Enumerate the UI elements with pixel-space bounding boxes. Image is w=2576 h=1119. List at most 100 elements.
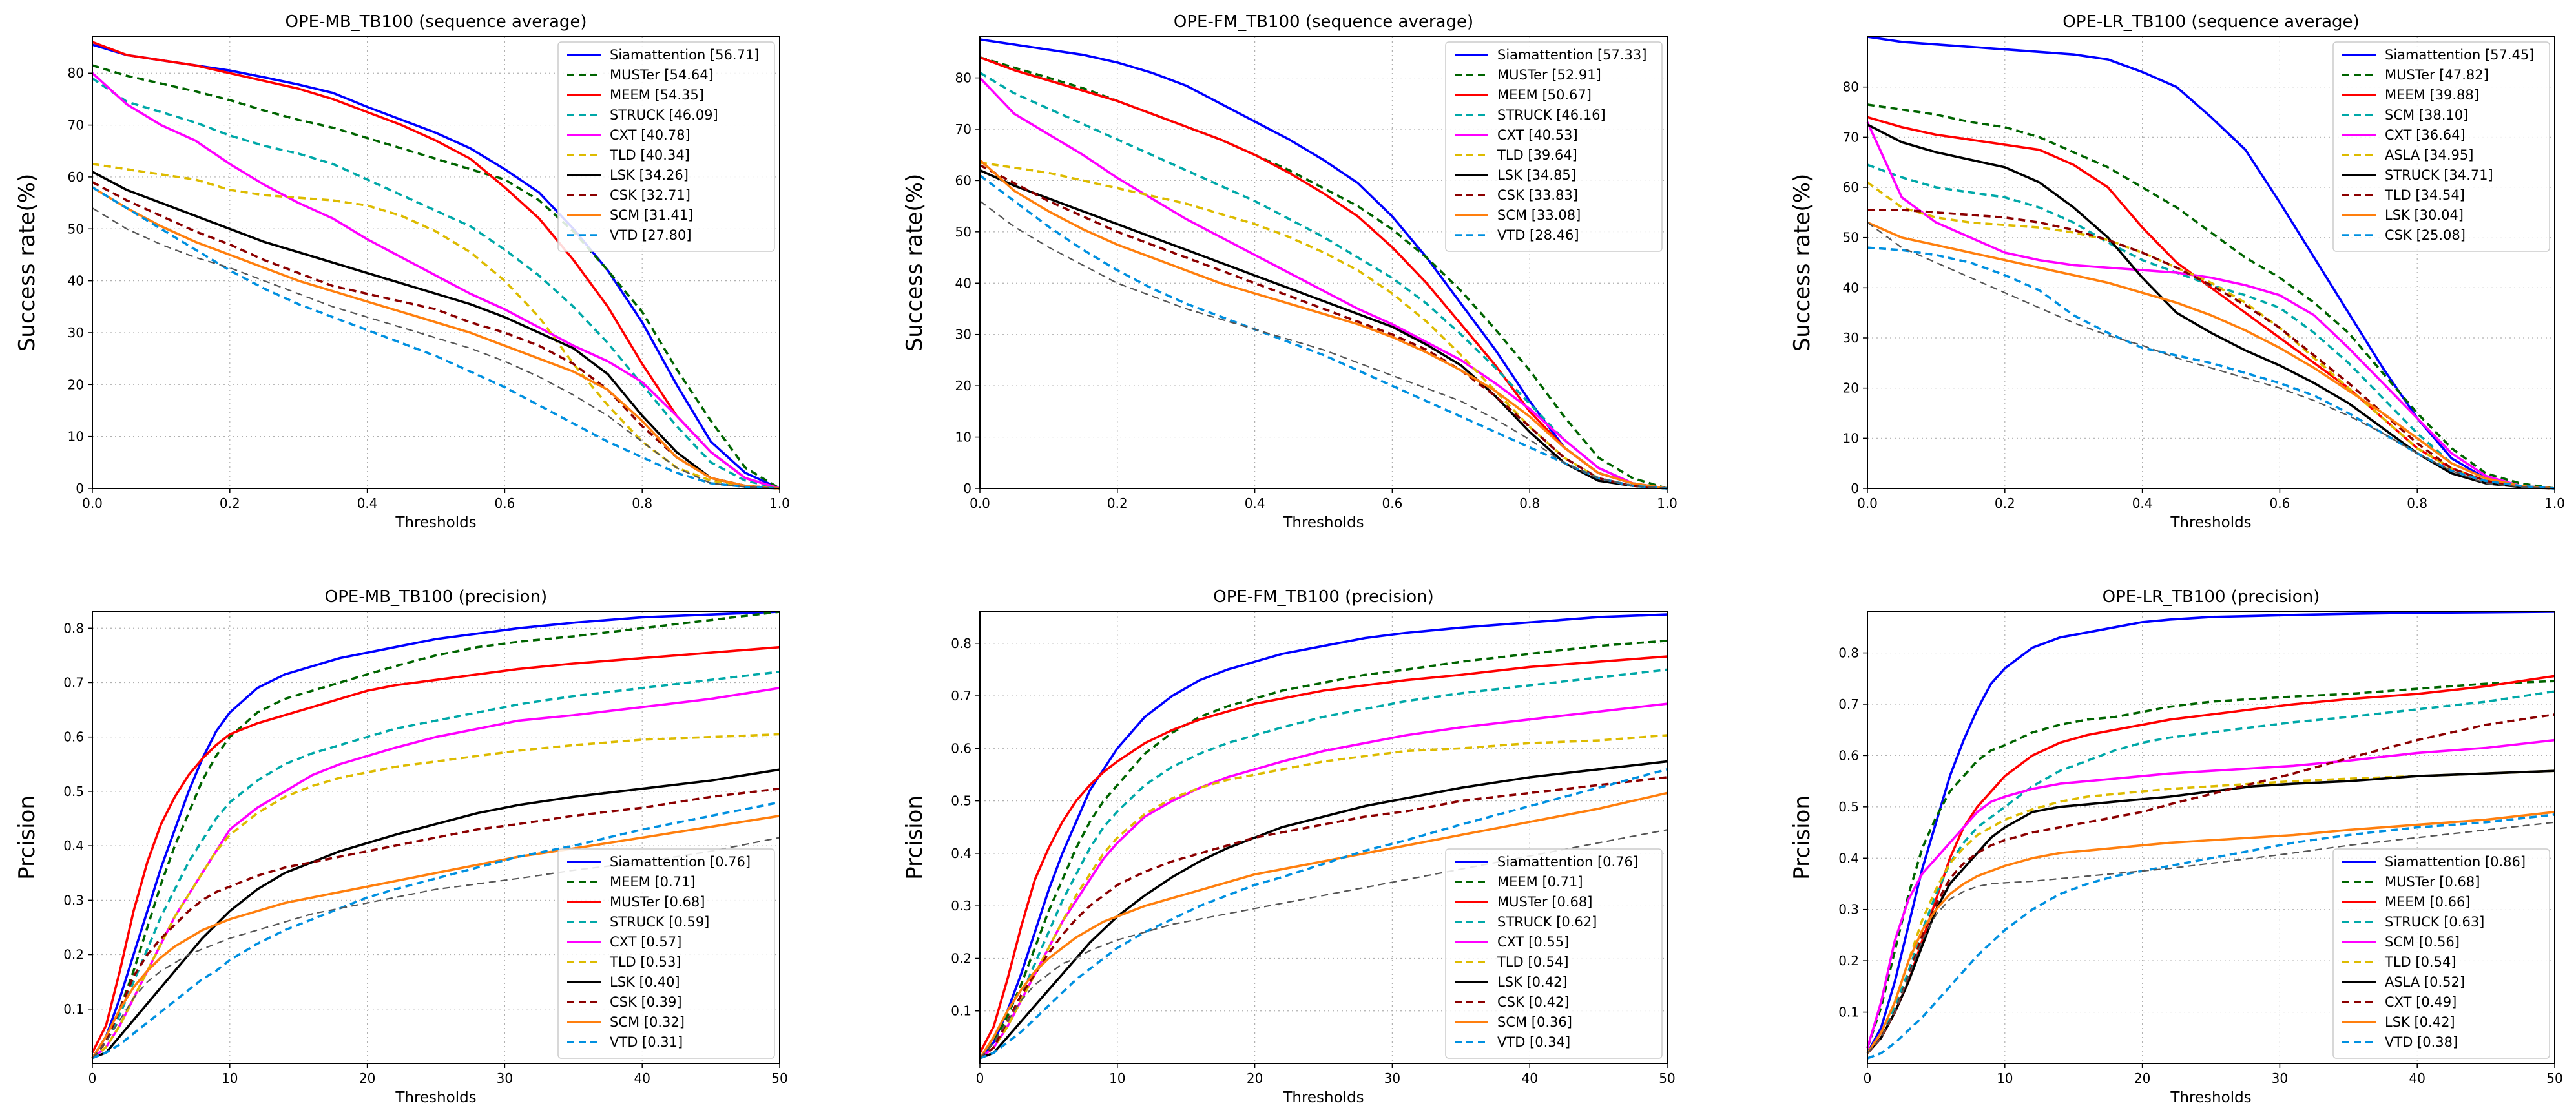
y-tick-label: 0 <box>963 481 971 496</box>
plot-frame <box>979 36 1668 489</box>
y-tick-label: 60 <box>68 169 84 185</box>
legend-label: SCM [0.36] <box>1497 1014 1572 1030</box>
y-tick-label: 0.1 <box>63 1001 84 1017</box>
legend: Siamattention [56.71] MUSTer [54.64] MEEM … <box>557 41 775 252</box>
x-tick-label: 40 <box>634 1071 650 1086</box>
y-tick-label: 50 <box>68 221 84 236</box>
legend-label: STRUCK [46.09] <box>610 107 718 123</box>
series-line-cxt <box>91 72 780 490</box>
x-tick-label: 10 <box>1109 1071 1125 1086</box>
y-tick-label: 0.5 <box>63 784 84 799</box>
x-tick-label: 0.6 <box>494 496 515 511</box>
chart-2: 0.0 0.2 0.4 0.6 0.8 1.0 0 10 20 30 40 50 60 70 80 OPE-L… <box>1789 12 2565 531</box>
y-tick-label: 40 <box>955 275 971 291</box>
series-line-vtd <box>979 174 1668 490</box>
legend: Siamattention [0.76] MEEM [0.71] MUSTer [0… <box>1445 848 1663 1059</box>
x-tick-label: 20 <box>1247 1071 1263 1086</box>
y-tick-label: 70 <box>68 118 84 133</box>
y-tick-label: 10 <box>955 430 971 445</box>
x-tick-label: 0.2 <box>1107 496 1128 511</box>
legend-label: TLD [40.34] <box>609 147 690 163</box>
series-line-other <box>979 829 1668 1059</box>
y-tick-label: 60 <box>1843 180 1859 195</box>
legend-label: MEEM [0.71] <box>1497 874 1583 890</box>
y-tick-label: 50 <box>955 224 971 240</box>
y-axis-label: Prcision <box>1789 795 1815 880</box>
x-tick-label: 1.0 <box>2544 496 2565 511</box>
x-tick-label: 30 <box>2272 1071 2288 1086</box>
series-line-lsk <box>92 768 780 1060</box>
chart-title: OPE-LR_TB100 (sequence average) <box>2062 12 2359 32</box>
chart-title: OPE-FM_TB100 (precision) <box>1213 587 1434 607</box>
series-line-struck <box>91 670 780 1059</box>
legend-label: MUSTer [0.68] <box>610 894 705 910</box>
legend-label: MEEM [39.88] <box>2385 87 2479 103</box>
legend-label: MUSTer [0.68] <box>1497 894 1592 910</box>
x-tick-label: 0.6 <box>1382 496 1402 511</box>
legend-label: STRUCK [0.59] <box>610 914 709 930</box>
series-line-lsk <box>92 171 780 490</box>
y-tick-label: 70 <box>955 121 971 137</box>
series-line-lsk <box>1866 811 2555 1054</box>
y-tick-label: 20 <box>1843 381 1859 396</box>
legend-label: STRUCK [46.16] <box>1497 107 1606 123</box>
chart-title: OPE-MB_TB100 (precision) <box>325 587 547 607</box>
plot-frame <box>1867 611 2555 1064</box>
y-tick-label: 0.6 <box>951 740 971 756</box>
legend-box <box>2332 848 2550 1059</box>
series-line-scm <box>1866 738 2555 1049</box>
x-tick-label: 0.0 <box>82 496 103 511</box>
legend-label: CSK [33.83] <box>1497 187 1578 203</box>
x-tick-label: 0.8 <box>1519 496 1540 511</box>
series-line-lsk <box>1867 221 2555 490</box>
series-line-vtd <box>92 186 780 490</box>
series-line-other <box>92 207 780 490</box>
y-tick-label: 0 <box>76 481 84 496</box>
series-line-siamattention <box>91 611 780 1059</box>
legend-label: VTD [27.80] <box>610 227 692 243</box>
legend-label: LSK [0.40] <box>610 974 680 990</box>
y-axis-label: Prcision <box>14 795 40 880</box>
legend-label: STRUCK [0.63] <box>2385 914 2484 930</box>
legend-label: MUSTer [52.91] <box>1497 67 1601 83</box>
x-tick-label: 1.0 <box>1657 496 1678 511</box>
legend-label: ASLA [0.52] <box>2385 974 2465 990</box>
legend-label: LSK [0.42] <box>2385 1014 2455 1030</box>
legend-label: CXT [40.53] <box>1497 127 1578 143</box>
y-tick-label: 0.2 <box>1838 953 1859 968</box>
y-tick-label: 0.3 <box>951 898 971 914</box>
y-tick-label: 0.4 <box>1838 850 1859 866</box>
series-line-scm <box>979 791 1668 1059</box>
legend: Siamattention [0.86] MUSTer [0.68] MEEM [0… <box>2332 848 2550 1059</box>
legend: Siamattention [0.76] MEEM [0.71] MUSTer [0… <box>557 848 775 1059</box>
series-line-muster <box>1867 103 2555 490</box>
y-tick-label: 0.8 <box>1838 645 1859 661</box>
chart-title: OPE-MB_TB100 (sequence average) <box>285 12 587 32</box>
chart-0: 0.0 0.2 0.4 0.6 0.8 1.0 0 10 20 30 40 50 60 70 80 OPE-M… <box>14 12 790 531</box>
x-tick-label: 20 <box>359 1071 375 1086</box>
y-tick-label: 70 <box>1843 129 1859 145</box>
plot-frame <box>1867 36 2555 489</box>
legend-label: SCM [0.56] <box>2385 934 2460 950</box>
series-line-meem <box>91 611 780 1059</box>
chart-1: 0.0 0.2 0.4 0.6 0.8 1.0 0 10 20 30 40 50 60 70 80 OPE-F… <box>902 12 1678 531</box>
legend-label: TLD [39.64] <box>1497 147 1577 163</box>
series-line-asla <box>1866 181 2555 490</box>
series-line-siamattention <box>979 613 1668 1060</box>
y-tick-label: 0.6 <box>1838 748 1859 763</box>
series-line-siamattention <box>1867 36 2555 490</box>
x-tick-label: 0.4 <box>1245 496 1265 511</box>
chart-5: 0 10 20 30 40 50 0.1 0.2 0.3 0.4 0.5 0.6 0.7 0.8 OPE-L… <box>1789 587 2563 1106</box>
legend-label: SCM [33.08] <box>1497 207 1581 223</box>
x-tick-label: 0.4 <box>2132 496 2153 511</box>
legend-label: LSK [30.04] <box>2385 207 2464 223</box>
y-tick-label: 60 <box>955 173 971 188</box>
legend-label: ASLA [34.95] <box>2385 147 2473 163</box>
y-axis-label: Success rate(%) <box>1789 174 1815 352</box>
x-tick-label: 50 <box>1659 1071 1675 1086</box>
x-axis-label: Thresholds <box>1282 514 1364 531</box>
x-tick-label: 0.6 <box>2269 496 2290 511</box>
series-line-scm <box>91 815 780 1059</box>
plot-frame <box>92 611 780 1064</box>
